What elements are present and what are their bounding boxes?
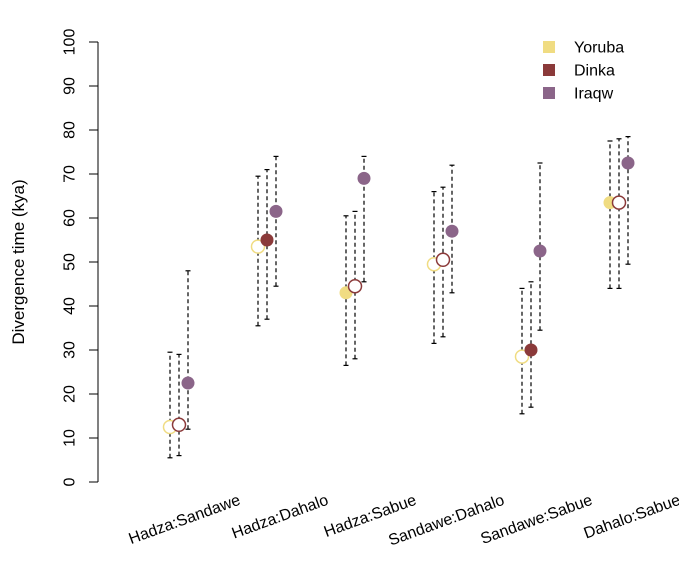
interval-iraqw-dahalo-sabue [625, 136, 631, 265]
y-tick-label-50: 50 [62, 253, 79, 271]
y-tick-label-60: 60 [62, 209, 79, 227]
interval-yoruba-sandawe-dahalo [431, 191, 437, 344]
interval-dinka-hadza-sandawe [176, 353, 182, 457]
y-tick-label-90: 90 [62, 77, 79, 95]
y-tick-label-100: 100 [62, 29, 79, 56]
point-dinka-sandawe-dahalo [435, 252, 451, 268]
legend-item-yoruba: Yoruba [543, 40, 624, 57]
interval-yoruba-hadza-sandawe [167, 351, 173, 459]
interval-dinka-sandawe-sabue [528, 281, 534, 408]
y-axis-label: Divergence time (kya) [9, 179, 28, 344]
legend-label-dinka: Dinka [574, 63, 615, 80]
legend-swatch-iraqw [543, 87, 555, 99]
point-iraqw-sandawe-sabue [533, 244, 547, 258]
interval-yoruba-hadza-sabue [343, 215, 349, 366]
legend: Yoruba Dinka Iraqw [543, 40, 624, 103]
y-tick-label-0: 0 [62, 477, 79, 486]
x-tick-label-hadza-dahalo: Hadza:Dahalo [230, 492, 331, 543]
interval-yoruba-sandawe-sabue [519, 287, 525, 415]
interval-yoruba-hadza-dahalo [255, 175, 261, 327]
interval-layer [167, 136, 631, 459]
x-tick-label-dahalo-sabue: Dahalo:Sabue [582, 492, 679, 543]
point-yoruba-hadza-dahalo [250, 239, 266, 254]
point-iraqw-hadza-sabue [357, 171, 371, 185]
interval-dinka-hadza-dahalo [264, 169, 270, 320]
point-iraqw-dahalo-sabue [621, 156, 635, 170]
interval-dinka-sandawe-dahalo [440, 186, 446, 338]
legend-swatch-yoruba [543, 41, 555, 53]
x-tick-label-hadza-sandawe: Hadza:Sandawe [127, 492, 243, 548]
legend-swatch-dinka [543, 64, 555, 76]
interval-iraqw-hadza-sabue [361, 155, 367, 283]
interval-yoruba-dahalo-sabue [607, 140, 613, 289]
point-dinka-hadza-dahalo [260, 233, 274, 247]
y-tick-label-80: 80 [62, 121, 79, 139]
point-iraqw-sandawe-dahalo [445, 224, 459, 238]
legend-label-iraqw: Iraqw [574, 86, 614, 103]
y-tick-label-10: 10 [62, 429, 79, 447]
point-dinka-hadza-sabue [347, 278, 363, 294]
point-dinka-hadza-sandawe [171, 417, 187, 433]
interval-iraqw-hadza-dahalo [273, 155, 279, 287]
point-iraqw-hadza-sandawe [181, 376, 195, 390]
interval-iraqw-hadza-sandawe [185, 270, 191, 430]
interval-iraqw-sandawe-sabue [537, 162, 543, 331]
interval-dinka-dahalo-sabue [616, 138, 622, 289]
legend-item-dinka: Dinka [543, 63, 615, 80]
point-layer [162, 156, 635, 435]
legend-label-yoruba: Yoruba [574, 40, 624, 57]
y-axis: 0 10 20 30 40 50 60 70 80 90 100 [62, 29, 99, 486]
point-dinka-sandawe-sabue [524, 343, 538, 357]
x-axis: Hadza:SandaweHadza:DahaloHadza:SabueSand… [127, 492, 679, 550]
y-tick-label-20: 20 [62, 385, 79, 403]
point-iraqw-hadza-dahalo [269, 204, 283, 218]
y-tick-label-30: 30 [62, 341, 79, 359]
y-tick-label-40: 40 [62, 297, 79, 315]
y-tick-label-70: 70 [62, 165, 79, 183]
legend-item-iraqw: Iraqw [543, 86, 614, 103]
point-dinka-dahalo-sabue [611, 195, 627, 210]
point-yoruba-sandawe-sabue [514, 349, 530, 364]
